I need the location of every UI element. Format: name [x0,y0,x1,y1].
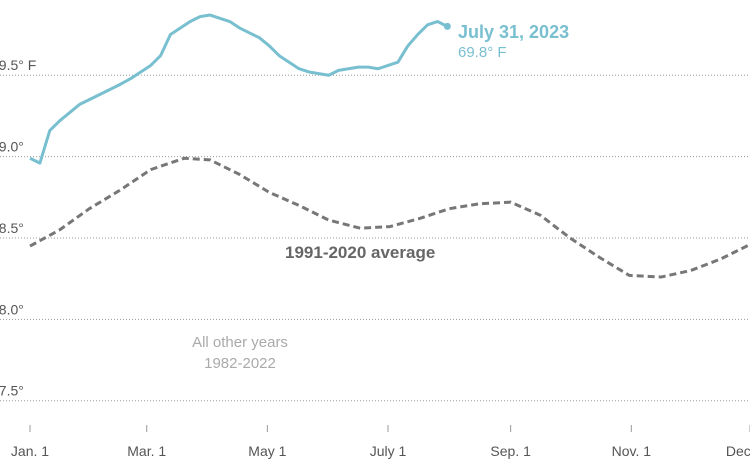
x-tick-label: July 1 [370,443,407,459]
y-tick-label: 68.5° [0,220,24,236]
others-label: All other years [192,334,288,351]
y-tick-label: 67.5° [0,383,24,399]
x-tick-label: Sep. 1 [490,443,531,459]
x-tick-label: Nov. 1 [612,443,652,459]
x-tick-label: Mar. 1 [127,443,166,459]
series-line [29,13,449,165]
y-tick-label: 68.0° [0,301,24,317]
x-tick-label: Jan. 1 [11,443,49,459]
others-label: 1982-2022 [204,355,276,372]
x-tick-label: May 1 [248,443,286,459]
end-point [443,22,451,30]
series-line [29,156,750,279]
x-tick-label: Dec. 31 [726,443,750,459]
y-tick-label: 69.0° [0,139,24,155]
y-tick-label: 69.5° F [0,57,36,73]
latest-value-label: 69.8° F [458,44,507,61]
latest-date-label: July 31, 2023 [458,22,569,42]
average-label: 1991-2020 average [285,243,435,262]
